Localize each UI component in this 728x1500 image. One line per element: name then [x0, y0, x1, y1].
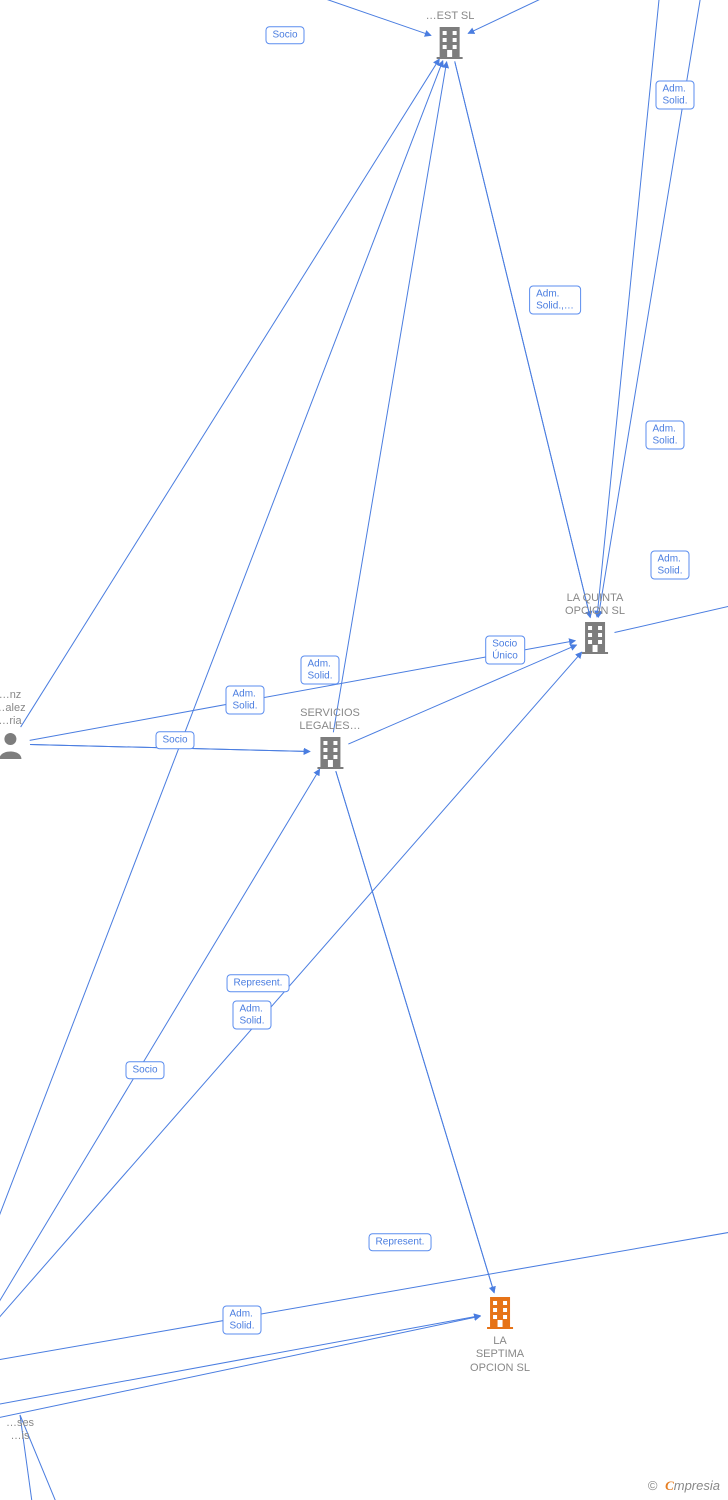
brand-initial: C — [665, 1478, 674, 1493]
edge — [336, 771, 494, 1293]
copyright-symbol: © — [648, 1478, 658, 1493]
edge — [0, 1316, 480, 1415]
edge — [455, 61, 591, 617]
edge — [348, 645, 576, 744]
edge — [597, 0, 665, 617]
brand-rest: mpresia — [674, 1478, 720, 1493]
edge — [30, 641, 576, 741]
edge — [20, 1415, 40, 1500]
edge — [333, 62, 446, 733]
watermark: © Cmpresia — [648, 1478, 720, 1494]
edge — [0, 1220, 728, 1370]
edge — [20, 1415, 80, 1500]
edge — [0, 1316, 480, 1430]
edge — [0, 61, 443, 1370]
edge — [0, 652, 582, 1385]
edge — [468, 0, 665, 33]
edge — [0, 769, 320, 1400]
network-graph — [0, 0, 728, 1500]
edge — [21, 59, 440, 727]
edge — [30, 744, 310, 751]
edge — [155, 0, 431, 35]
edge — [598, 0, 710, 617]
edge — [614, 590, 728, 633]
